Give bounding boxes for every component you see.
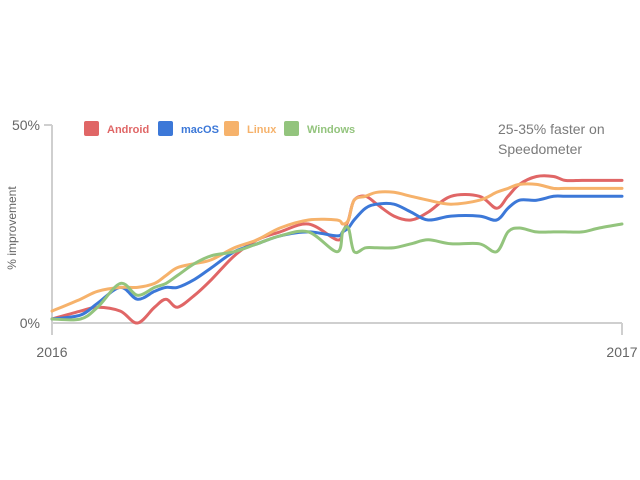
tick-layer: 50% 0% 2016 2017 [12,117,638,360]
legend-label-windows: Windows [307,124,355,136]
legend-swatch-windows [284,121,299,136]
legend-swatch-linux [224,121,239,136]
axes [44,124,623,335]
series-line-linux [50,182,624,313]
series-line-android [50,174,624,325]
annotation-line-1: 25-35% faster on [498,121,605,137]
legend-label-android: Android [107,124,149,136]
x-tick-label: 2016 [36,344,67,360]
series-line-macos [50,194,624,321]
legend-swatch-macos [158,121,173,136]
annotation: 25-35% faster on Speedometer [498,121,609,157]
legend-swatch-android [84,121,99,136]
y-tick-label: 50% [12,117,40,133]
legend-label-linux: Linux [247,124,277,136]
series-line-windows [50,222,624,322]
y-axis-label: % improvement [5,186,19,270]
x-tick-label: 2017 [606,344,637,360]
annotation-line-2: Speedometer [498,141,582,157]
legend: Android macOS Linux Windows [84,121,355,136]
legend-label-macos: macOS [181,124,219,136]
series-layer [50,174,624,325]
y-tick-label: 0% [20,315,40,331]
